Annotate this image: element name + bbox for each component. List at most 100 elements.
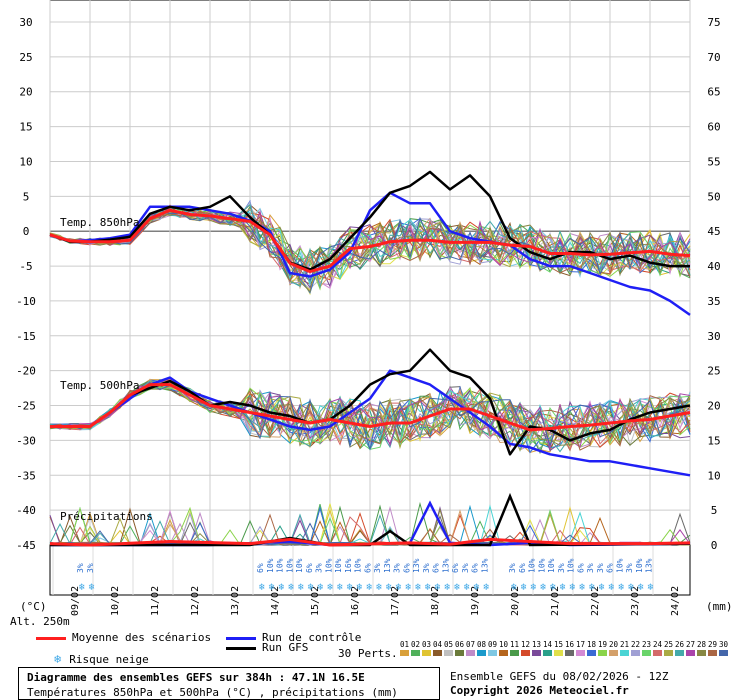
pert-number: 23 (642, 640, 651, 649)
pert-swatch (433, 650, 442, 656)
pert-swatch (510, 650, 519, 656)
left-tick-label: -15 (16, 330, 36, 343)
snowflake-icon: ❄ (347, 582, 354, 593)
pert-number: 12 (521, 640, 530, 649)
perturbation-line (49, 209, 691, 282)
pert-number: 09 (488, 640, 497, 649)
pert-swatch (554, 650, 563, 656)
gfs-swatch (226, 646, 256, 650)
pert-swatch (455, 650, 464, 656)
pert-number: 29 (708, 640, 717, 649)
pert-swatch (598, 650, 607, 656)
snowflake-icon: ❄ (511, 582, 518, 593)
snow-risk-value: 10% (537, 558, 546, 573)
right-tick-label: 0 (711, 539, 718, 552)
pert-number: 07 (466, 640, 475, 649)
snow-risk-value: 3% (557, 563, 566, 573)
pert-number: 08 (477, 640, 487, 649)
legend-gfs: Run GFS (226, 641, 308, 654)
snow-risk-value: 3% (461, 563, 470, 573)
control-swatch (226, 636, 256, 640)
pert-number: 15 (554, 640, 563, 649)
x-tick-label: 16/02 (350, 586, 361, 616)
snow-risk-value: 3% (76, 563, 85, 573)
pert-number: 10 (499, 640, 509, 649)
left-tick-label: 15 (19, 121, 32, 134)
left-unit: (°C) (20, 600, 47, 613)
right-unit: (mm) (706, 600, 733, 613)
x-tick-label: 20/02 (510, 586, 521, 616)
pert-number: 04 (433, 640, 443, 649)
left-tick-label: -25 (16, 400, 36, 413)
pert-swatch (400, 650, 409, 656)
snow-risk-value: 3% (315, 563, 324, 573)
series-t500 (50, 369, 691, 477)
section-label-t850: Temp. 850hPa (60, 216, 139, 229)
pert-number: 19 (598, 640, 607, 649)
pert-number: 25 (664, 640, 673, 649)
pert-swatch (488, 650, 497, 656)
left-tick-label: -10 (16, 295, 36, 308)
snow-risk-value: 6% (471, 563, 480, 573)
pert-number: 21 (620, 640, 629, 649)
pert-swatch (587, 650, 596, 656)
pert-number: 17 (576, 640, 585, 649)
x-tick-label: 10/02 (110, 586, 121, 616)
right-tick-label: 45 (707, 225, 720, 238)
snowflake-icon: ❄ (288, 582, 295, 593)
snowflake-icon: ❄ (425, 582, 432, 593)
snowflake-icon: ❄ (540, 582, 547, 593)
snow-risk-value: 3% (393, 563, 402, 573)
snow-risk-value: 6% (402, 563, 411, 573)
snowflake-icon: ❄ (366, 582, 373, 593)
pert-number: 11 (510, 640, 519, 649)
series-t500 (50, 383, 691, 432)
pert-swatch (686, 650, 695, 656)
left-tick-label: 0 (23, 225, 30, 238)
snow-risk-value: 16% (344, 558, 353, 573)
snow-risk-value: 6% (576, 563, 585, 573)
snowflake-icon: ❄ (308, 582, 315, 593)
left-tick-label: 5 (23, 190, 30, 203)
pert-swatch (697, 650, 706, 656)
x-tick-label: 23/02 (630, 586, 641, 616)
pert-swatch (653, 650, 662, 656)
series-t850 (49, 191, 691, 316)
snowflake-icon: ❄ (279, 582, 286, 593)
pert-number: 18 (587, 640, 597, 649)
chart-title-box: Diagramme des ensembles GEFS sur 384h : … (18, 667, 440, 700)
snowflake-icon: ❄ (550, 582, 557, 593)
pert-number: 13 (532, 640, 541, 649)
snow-risk-value: 3% (373, 563, 382, 573)
perturbation-legend: 01 02 03 04 05 06 07 08 09 10 11 12 13 14 15 16 17 18 19 20… (400, 640, 729, 656)
snowflake-icon: ❄ (386, 582, 393, 593)
snow-risk-value: 10% (266, 558, 275, 573)
snowflake-icon: ❄ (298, 582, 305, 593)
perts-label: 30 Perts. (338, 647, 398, 660)
snow-risk-value: 3% (508, 563, 517, 573)
snow-risk-value: 13% (441, 558, 450, 573)
pert-swatch (708, 650, 717, 656)
snowflake-icon: ❄ (531, 582, 538, 593)
snowflake-icon: ❄ (415, 582, 422, 593)
snowflake-icon: ❄ (337, 582, 344, 593)
snowflake-icon: ❄ (269, 582, 276, 593)
left-tick-label: 30 (19, 16, 32, 29)
x-tick-label: 18/02 (430, 586, 441, 616)
pert-swatch (719, 650, 728, 656)
snowflake-icon: ❄ (609, 582, 616, 593)
legend-gfs-label: Run GFS (262, 641, 309, 654)
snow-risk-value: 10% (528, 558, 537, 573)
right-tick-label: 40 (707, 260, 720, 273)
x-tick-label: 21/02 (550, 586, 561, 616)
altitude-label: Alt. 250m (10, 615, 70, 628)
x-tick-label: 22/02 (590, 586, 601, 616)
snowflake-icon: ❄ (54, 652, 62, 666)
snow-risk-value: 6% (363, 563, 372, 573)
left-tick-label: 10 (19, 155, 32, 168)
snow-risk-value: 6% (518, 563, 527, 573)
snowflake-icon: ❄ (579, 582, 586, 593)
snowflake-icon: ❄ (618, 582, 625, 593)
pert-swatch (466, 650, 475, 656)
perturbation-line (49, 210, 691, 296)
